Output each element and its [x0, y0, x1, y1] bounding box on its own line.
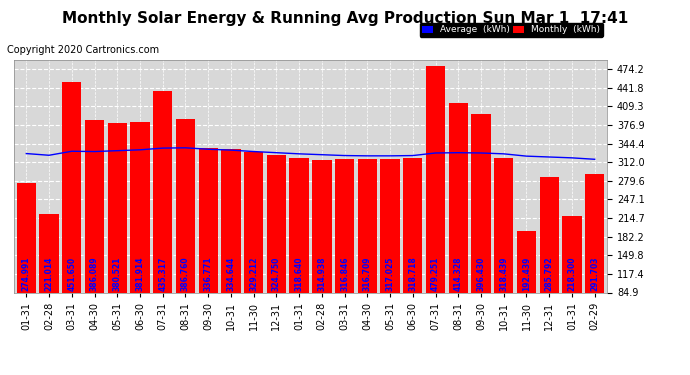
- Text: 324.750: 324.750: [272, 257, 281, 291]
- Bar: [290, 158, 309, 341]
- Text: 221.014: 221.014: [45, 257, 54, 291]
- Bar: [562, 216, 582, 341]
- Bar: [540, 177, 559, 341]
- Text: 336.771: 336.771: [204, 257, 213, 291]
- Text: 381.914: 381.914: [135, 257, 144, 291]
- Bar: [39, 214, 59, 341]
- Bar: [199, 148, 218, 341]
- Bar: [130, 122, 150, 341]
- Text: 435.317: 435.317: [158, 257, 167, 291]
- Bar: [517, 231, 536, 341]
- Bar: [357, 159, 377, 341]
- Text: 414.328: 414.328: [454, 257, 463, 291]
- Text: 218.300: 218.300: [567, 257, 576, 291]
- Text: 317.025: 317.025: [386, 257, 395, 291]
- Text: 318.718: 318.718: [408, 256, 417, 291]
- Text: 396.430: 396.430: [477, 257, 486, 291]
- Text: 314.938: 314.938: [317, 257, 326, 291]
- Text: 291.703: 291.703: [590, 257, 599, 291]
- Text: 316.709: 316.709: [363, 257, 372, 291]
- Bar: [312, 160, 331, 341]
- Text: 316.846: 316.846: [340, 257, 349, 291]
- Bar: [494, 159, 513, 341]
- Text: 192.439: 192.439: [522, 257, 531, 291]
- Bar: [153, 92, 172, 341]
- Text: 334.644: 334.644: [226, 257, 235, 291]
- Bar: [17, 183, 36, 341]
- Bar: [267, 155, 286, 341]
- Bar: [471, 114, 491, 341]
- Bar: [244, 152, 264, 341]
- Text: 285.792: 285.792: [544, 257, 553, 291]
- Bar: [380, 159, 400, 341]
- Legend: Average  (kWh), Monthly  (kWh): Average (kWh), Monthly (kWh): [420, 22, 602, 37]
- Bar: [585, 174, 604, 341]
- Text: 380.521: 380.521: [112, 257, 121, 291]
- Text: 329.212: 329.212: [249, 257, 258, 291]
- Bar: [221, 149, 241, 341]
- Text: Monthly Solar Energy & Running Avg Production Sun Mar 1  17:41: Monthly Solar Energy & Running Avg Produ…: [62, 11, 628, 26]
- Bar: [62, 82, 81, 341]
- Bar: [448, 104, 468, 341]
- Bar: [426, 66, 445, 341]
- Text: 318.640: 318.640: [295, 257, 304, 291]
- Bar: [108, 123, 127, 341]
- Text: 318.439: 318.439: [500, 257, 509, 291]
- Text: Copyright 2020 Cartronics.com: Copyright 2020 Cartronics.com: [7, 45, 159, 55]
- Bar: [335, 159, 354, 341]
- Text: 386.760: 386.760: [181, 257, 190, 291]
- Text: 479.251: 479.251: [431, 257, 440, 291]
- Bar: [403, 158, 422, 341]
- Bar: [85, 120, 104, 341]
- Text: 274.991: 274.991: [22, 257, 31, 291]
- Text: 386.089: 386.089: [90, 257, 99, 291]
- Bar: [176, 119, 195, 341]
- Text: 451.650: 451.650: [68, 257, 77, 291]
